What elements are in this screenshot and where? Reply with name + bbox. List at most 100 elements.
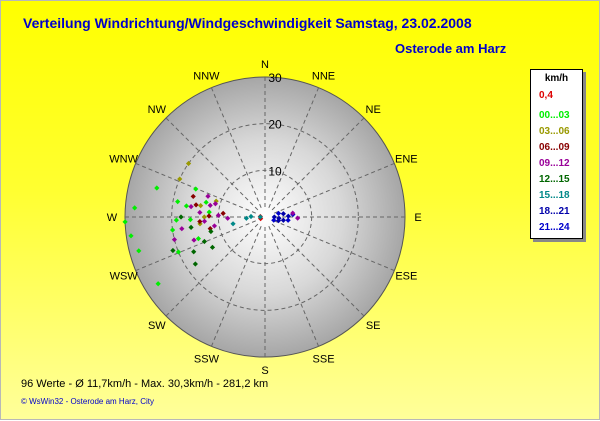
direction-label-ne: NE (366, 104, 381, 116)
legend-title: km/h (544, 73, 569, 84)
spoke-se (271, 223, 365, 317)
data-point (185, 160, 192, 167)
data-point (173, 217, 179, 223)
data-point (271, 217, 277, 223)
data-point (197, 218, 203, 225)
spoke-nw (165, 117, 259, 211)
spoke-ssw (210, 226, 262, 347)
data-point (212, 201, 219, 207)
radial-tick-20: 20 (268, 118, 282, 132)
data-point (206, 213, 212, 219)
direction-label-n: N (261, 59, 269, 71)
data-point (257, 214, 263, 220)
data-point (197, 209, 203, 216)
direction-label-s: S (261, 365, 268, 377)
data-point (191, 237, 197, 243)
data-point (132, 205, 138, 211)
spoke-nne (268, 87, 320, 208)
direction-label-sw: SW (148, 320, 166, 332)
direction-label-nne: NNE (312, 71, 335, 83)
data-point (201, 218, 208, 224)
data-point (230, 221, 236, 227)
footer-stats: 96 Werte - Ø 11,7km/h - Max. 30,3km/h - … (21, 378, 269, 390)
data-point (195, 236, 202, 242)
data-point (280, 211, 286, 217)
data-point (178, 214, 184, 220)
data-point (192, 261, 198, 267)
data-point (169, 227, 176, 233)
data-point (290, 210, 296, 216)
data-point (128, 233, 134, 239)
legend-item-0: 0,4 (539, 90, 553, 101)
data-point (191, 249, 197, 255)
spoke-nnw (210, 87, 262, 208)
data-point (275, 210, 282, 216)
data-point (187, 217, 193, 223)
data-point (193, 186, 199, 192)
data-point (285, 213, 291, 219)
data-point (177, 176, 183, 182)
legend-item-8: 21...24 (539, 222, 570, 233)
legend-item-1: 00...03 (539, 110, 570, 121)
data-point (208, 228, 214, 235)
data-point (285, 217, 291, 223)
legend-item-4: 09...12 (539, 158, 570, 169)
direction-label-ese: ESE (395, 271, 417, 283)
data-point (154, 185, 160, 191)
location-label: Osterode am Harz (395, 41, 507, 56)
data-point (188, 204, 194, 210)
legend-item-5: 12...15 (539, 174, 570, 185)
legend: km/h 0,4 00...03 03...06 06...09 09...12… (530, 69, 583, 239)
data-point (243, 215, 249, 221)
direction-label-wnw: WNW (109, 153, 138, 165)
data-point (122, 219, 128, 225)
data-point (271, 214, 277, 220)
data-point (215, 212, 221, 218)
data-point (205, 193, 211, 199)
direction-label-nnw: NNW (193, 71, 220, 83)
spoke-ne (271, 117, 365, 211)
direction-label-ene: ENE (395, 153, 418, 165)
direction-label-nw: NW (148, 104, 167, 116)
direction-label-sse: SSE (313, 353, 335, 365)
radial-tick-10: 10 (268, 164, 282, 178)
direction-label-wsw: WSW (110, 271, 139, 283)
data-point (203, 199, 209, 205)
data-point (183, 203, 190, 209)
direction-label-ssw: SSW (194, 353, 220, 365)
data-point (155, 281, 161, 287)
data-point (201, 214, 207, 220)
spoke-ese (274, 220, 395, 272)
data-point (175, 199, 181, 205)
direction-label-se: SE (366, 320, 381, 332)
data-point (206, 209, 212, 215)
data-point (188, 224, 194, 230)
data-point (295, 215, 301, 221)
spoke-sw (165, 223, 259, 317)
spoke-ene (274, 162, 395, 214)
ring-20 (171, 123, 359, 311)
data-point (275, 218, 282, 224)
data-point (201, 238, 208, 245)
direction-label-w: W (107, 212, 118, 224)
chart-title: Verteilung Windrichtung/Windgeschwindigk… (23, 15, 472, 31)
spoke-wsw (135, 220, 256, 272)
legend-item-3: 06...09 (539, 142, 570, 153)
data-point (207, 202, 213, 208)
data-point (179, 226, 185, 232)
data-point (136, 248, 142, 254)
data-point (280, 217, 286, 223)
radial-tick-30: 30 (268, 71, 282, 85)
footer-credit: © WsWin32 - Osterode am Harz, City (21, 397, 155, 406)
legend-item-6: 15...18 (539, 190, 570, 201)
data-point (220, 210, 226, 216)
data-point (170, 247, 176, 254)
data-point (190, 193, 196, 200)
data-point (198, 203, 204, 209)
data-point (209, 244, 216, 250)
legend-item-2: 03...06 (539, 126, 570, 137)
legend-item-7: 18...21 (539, 206, 570, 217)
spoke-sse (268, 226, 320, 347)
data-point (248, 213, 254, 220)
